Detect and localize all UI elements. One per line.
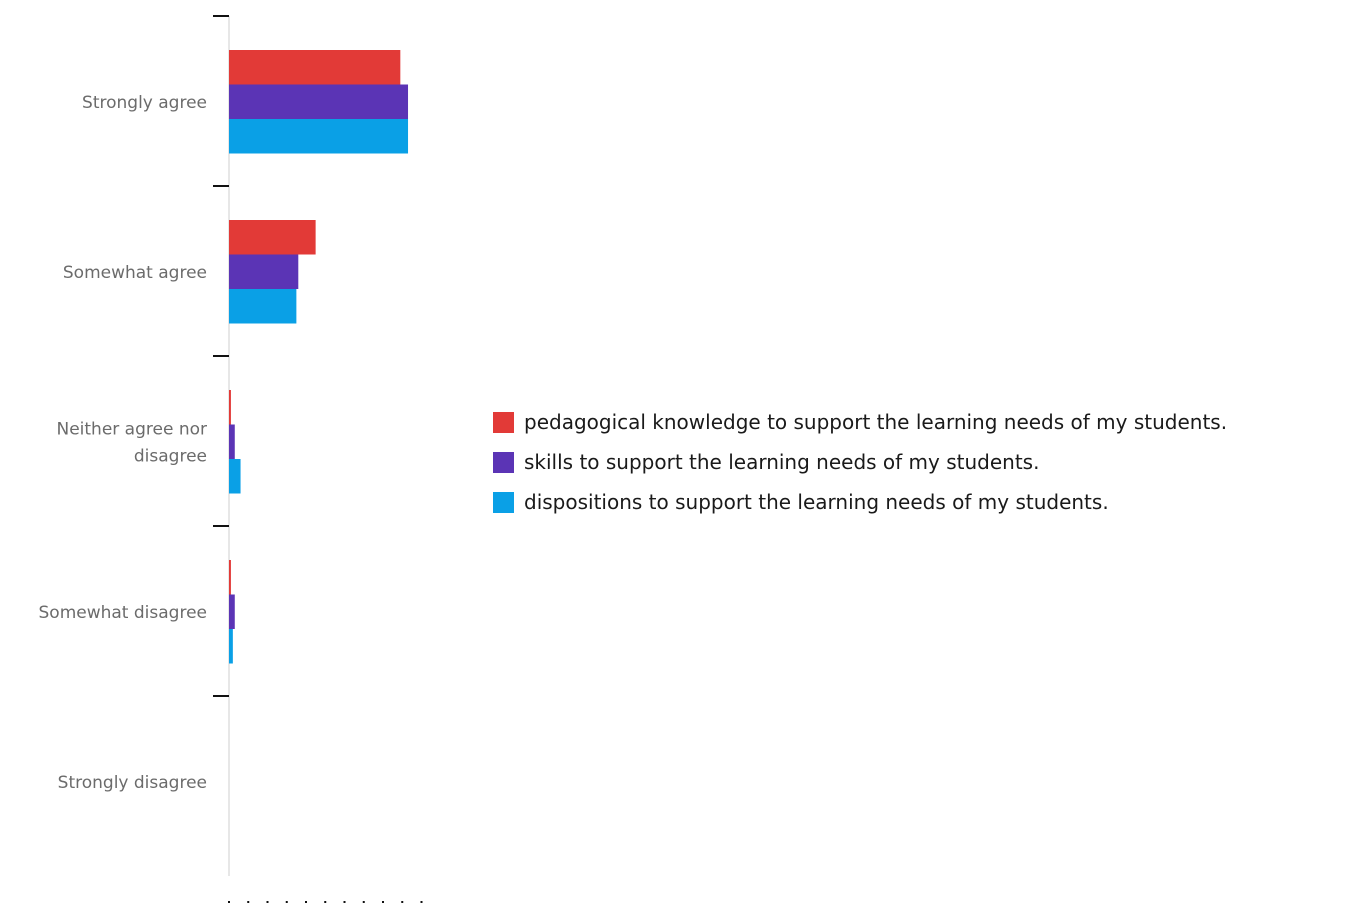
legend-label: dispositions to support the learning nee… — [524, 490, 1109, 514]
legend-swatch-purple — [493, 451, 514, 473]
legend-item-dispositions[interactable]: dispositions to support the learning nee… — [493, 482, 1227, 522]
bar — [229, 629, 233, 664]
bar — [229, 220, 316, 255]
bar — [229, 459, 241, 494]
bar — [229, 84, 409, 119]
legend-item-pedagogical-knowledge[interactable]: pedagogical knowledge to support the lea… — [493, 402, 1227, 442]
legend-label: pedagogical knowledge to support the lea… — [524, 410, 1228, 434]
category-label: Somewhat disagree — [39, 603, 208, 623]
bar — [229, 594, 235, 629]
category-label: Strongly disagree — [58, 773, 207, 793]
bar — [229, 424, 235, 459]
category-label: Neither agree nor — [56, 419, 207, 439]
legend-swatch-red — [493, 411, 514, 433]
category-label: Somewhat agree — [63, 263, 207, 283]
bar — [229, 289, 297, 324]
category-labels: Strongly agree Somewhat agree Neither agre… — [39, 93, 208, 793]
category-label: disagree — [134, 446, 207, 466]
bar — [229, 50, 401, 85]
bars — [229, 50, 409, 664]
bar — [229, 254, 299, 289]
legend-item-skills[interactable]: skills to support the learning needs of … — [493, 442, 1227, 482]
bar — [229, 560, 231, 595]
bar — [229, 390, 231, 425]
legend: pedagogical knowledge to support the lea… — [493, 402, 1227, 522]
legend-label: skills to support the learning needs of … — [524, 450, 1040, 474]
category-label: Strongly agree — [82, 93, 207, 113]
legend-swatch-blue — [493, 491, 514, 513]
bar — [229, 119, 409, 154]
